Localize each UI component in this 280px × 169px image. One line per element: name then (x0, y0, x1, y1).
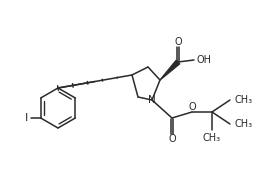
Text: O: O (188, 102, 196, 112)
Text: O: O (174, 37, 182, 47)
Text: CH₃: CH₃ (235, 95, 253, 105)
Text: OH: OH (197, 55, 211, 65)
Polygon shape (160, 60, 180, 80)
Text: O: O (168, 134, 176, 144)
Text: CH₃: CH₃ (235, 119, 253, 129)
Text: CH₃: CH₃ (203, 133, 221, 143)
Text: N: N (148, 95, 156, 105)
Text: I: I (25, 113, 28, 123)
